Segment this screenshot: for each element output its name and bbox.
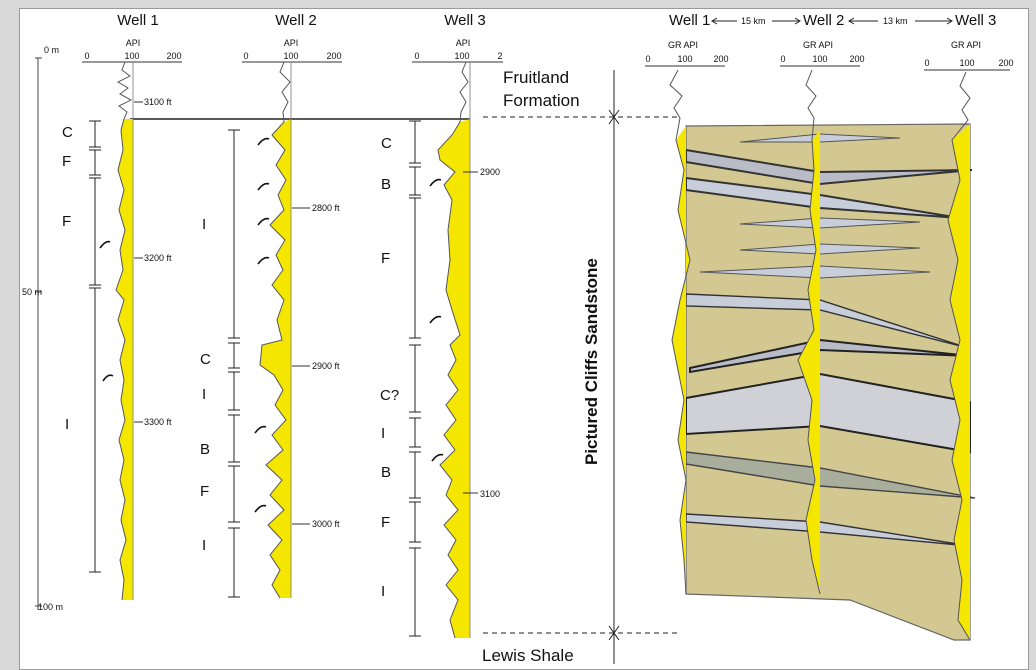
well1-facies-f2: F bbox=[62, 213, 71, 230]
well3-facies-b1: B bbox=[381, 176, 391, 193]
well3-trend-arrow-2 bbox=[429, 315, 442, 324]
distance-arrowhead-1a bbox=[711, 17, 718, 25]
well1-depth-3100: 3100 ft bbox=[144, 97, 172, 107]
distance-arrowhead-2a bbox=[848, 17, 855, 25]
well2-facies-i3: I bbox=[202, 537, 206, 554]
well3-facies-i1: I bbox=[381, 425, 385, 442]
api-tick-w3-200: 2 bbox=[497, 51, 502, 61]
well3-trend-arrow-3 bbox=[431, 453, 444, 462]
api-tick-w3-100: 100 bbox=[454, 51, 469, 61]
corr-well3-log bbox=[947, 71, 971, 641]
distance-arrowhead-1b bbox=[794, 17, 801, 25]
well1-facies-i: I bbox=[65, 416, 69, 433]
corr-gr-label-w3: GR API bbox=[951, 40, 981, 50]
well3-facies-c-query: C? bbox=[380, 387, 399, 404]
api-tick-w2-0: 0 bbox=[243, 51, 248, 61]
well2-facies-i1: I bbox=[202, 216, 206, 233]
well1-trend-arrow-1 bbox=[99, 240, 111, 249]
well1-sand-fill bbox=[116, 119, 133, 600]
corr-gr-label-w1: GR API bbox=[668, 40, 698, 50]
corr-well1-log bbox=[669, 69, 691, 595]
well3-facies-f2: F bbox=[381, 514, 390, 531]
well3-facies-intervals bbox=[409, 120, 421, 637]
well1-depth-3300: 3300 ft bbox=[144, 417, 172, 427]
corr-tick-w3-200: 200 bbox=[998, 58, 1013, 68]
well2-depth-2800: 2800 ft bbox=[312, 203, 340, 213]
lewis-contact-marker bbox=[608, 625, 620, 641]
api-tick-w2-100: 100 bbox=[283, 51, 298, 61]
api-tick-w1-200: 200 bbox=[166, 51, 181, 61]
api-tick-w1-0: 0 bbox=[84, 51, 89, 61]
well2-trend-arrow-1 bbox=[257, 137, 270, 146]
well2-trend-arrow-5 bbox=[254, 425, 267, 434]
corr-tick-w2-100: 100 bbox=[812, 54, 827, 64]
well1-gr-curve bbox=[115, 61, 133, 601]
well2-gr-curve bbox=[259, 61, 291, 599]
well2-depth-3000: 3000 ft bbox=[312, 519, 340, 529]
corr-well1-title: Well 1 bbox=[669, 12, 710, 29]
distance-2-3: 13 km bbox=[883, 16, 908, 26]
corr-well3-title: Well 3 bbox=[955, 12, 996, 29]
corr-tick-w3-0: 0 bbox=[924, 58, 929, 68]
api-label-well3: API bbox=[456, 38, 471, 48]
corr-well2-title: Well 2 bbox=[803, 12, 844, 29]
well2-trend-arrow-6 bbox=[254, 504, 267, 513]
api-label-well2: API bbox=[284, 38, 299, 48]
formation-fruitland-line2: Formation bbox=[503, 91, 580, 110]
corr-tick-w1-100: 100 bbox=[677, 54, 692, 64]
api-tick-w3-0: 0 bbox=[414, 51, 419, 61]
depth-label-50m: 50 m bbox=[22, 287, 42, 297]
corr-tick-w1-0: 0 bbox=[645, 54, 650, 64]
corr-tick-w3-100: 100 bbox=[959, 58, 974, 68]
well2-trend-arrow-4 bbox=[257, 256, 270, 265]
well1-title: Well 1 bbox=[117, 12, 158, 29]
well1-log: 3100 ft 3200 ft 3300 ft bbox=[115, 61, 172, 601]
well2-facies-intervals bbox=[228, 129, 240, 598]
well3-title: Well 3 bbox=[444, 12, 485, 29]
well1-facies-f1: F bbox=[62, 153, 71, 170]
well1-depth-3200: 3200 ft bbox=[144, 253, 172, 263]
well3-facies-i2: I bbox=[381, 583, 385, 600]
formation-pictured-cliffs: Pictured Cliffs Sandstone bbox=[582, 258, 601, 465]
well1-trend-arrow-2 bbox=[102, 374, 114, 382]
api-tick-w1-100: 100 bbox=[124, 51, 139, 61]
formation-lewis-shale: Lewis Shale bbox=[482, 646, 574, 665]
well2-sand-fill bbox=[260, 119, 291, 598]
corr-tick-w2-0: 0 bbox=[780, 54, 785, 64]
well3-trend-arrow-1 bbox=[429, 178, 442, 187]
well2-depth-2900: 2900 ft bbox=[312, 361, 340, 371]
corr-well2-log bbox=[797, 69, 821, 595]
well1-facies-c: C bbox=[62, 124, 73, 141]
well3-facies-b2: B bbox=[381, 464, 391, 481]
well3-gr-curve bbox=[437, 61, 469, 639]
api-label-well1: API bbox=[126, 38, 141, 48]
corr-tick-w1-200: 200 bbox=[713, 54, 728, 64]
well2-title: Well 2 bbox=[275, 12, 316, 29]
corr-tick-w2-200: 200 bbox=[849, 54, 864, 64]
well3-log: 2900 3100 bbox=[437, 61, 500, 639]
well2-facies-b: B bbox=[200, 441, 210, 458]
well3-sand-fill bbox=[438, 119, 470, 638]
formation-fruitland-line1: Fruitland bbox=[503, 68, 569, 87]
fruitland-contact-marker bbox=[608, 109, 620, 125]
well2-trend-arrow-3 bbox=[257, 217, 270, 226]
well2-trend-arrow-2 bbox=[257, 182, 270, 191]
api-tick-w2-200: 200 bbox=[326, 51, 341, 61]
well2-log: 2800 ft 2900 ft 3000 ft bbox=[259, 61, 340, 599]
corr-gr-label-w2: GR API bbox=[803, 40, 833, 50]
distance-1-2: 15 km bbox=[741, 16, 766, 26]
depth-label-100m: 100 m bbox=[38, 602, 63, 612]
well3-facies-c: C bbox=[381, 135, 392, 152]
well1-facies-intervals bbox=[89, 120, 101, 573]
distance-arrowhead-2b bbox=[946, 17, 953, 25]
well3-depth-2900: 2900 bbox=[480, 167, 500, 177]
well2-facies-f: F bbox=[200, 483, 209, 500]
depth-label-0m: 0 m bbox=[44, 45, 59, 55]
well3-facies-f1: F bbox=[381, 250, 390, 267]
well3-depth-3100: 3100 bbox=[480, 489, 500, 499]
well2-facies-c: C bbox=[200, 351, 211, 368]
well2-facies-i2: I bbox=[202, 386, 206, 403]
